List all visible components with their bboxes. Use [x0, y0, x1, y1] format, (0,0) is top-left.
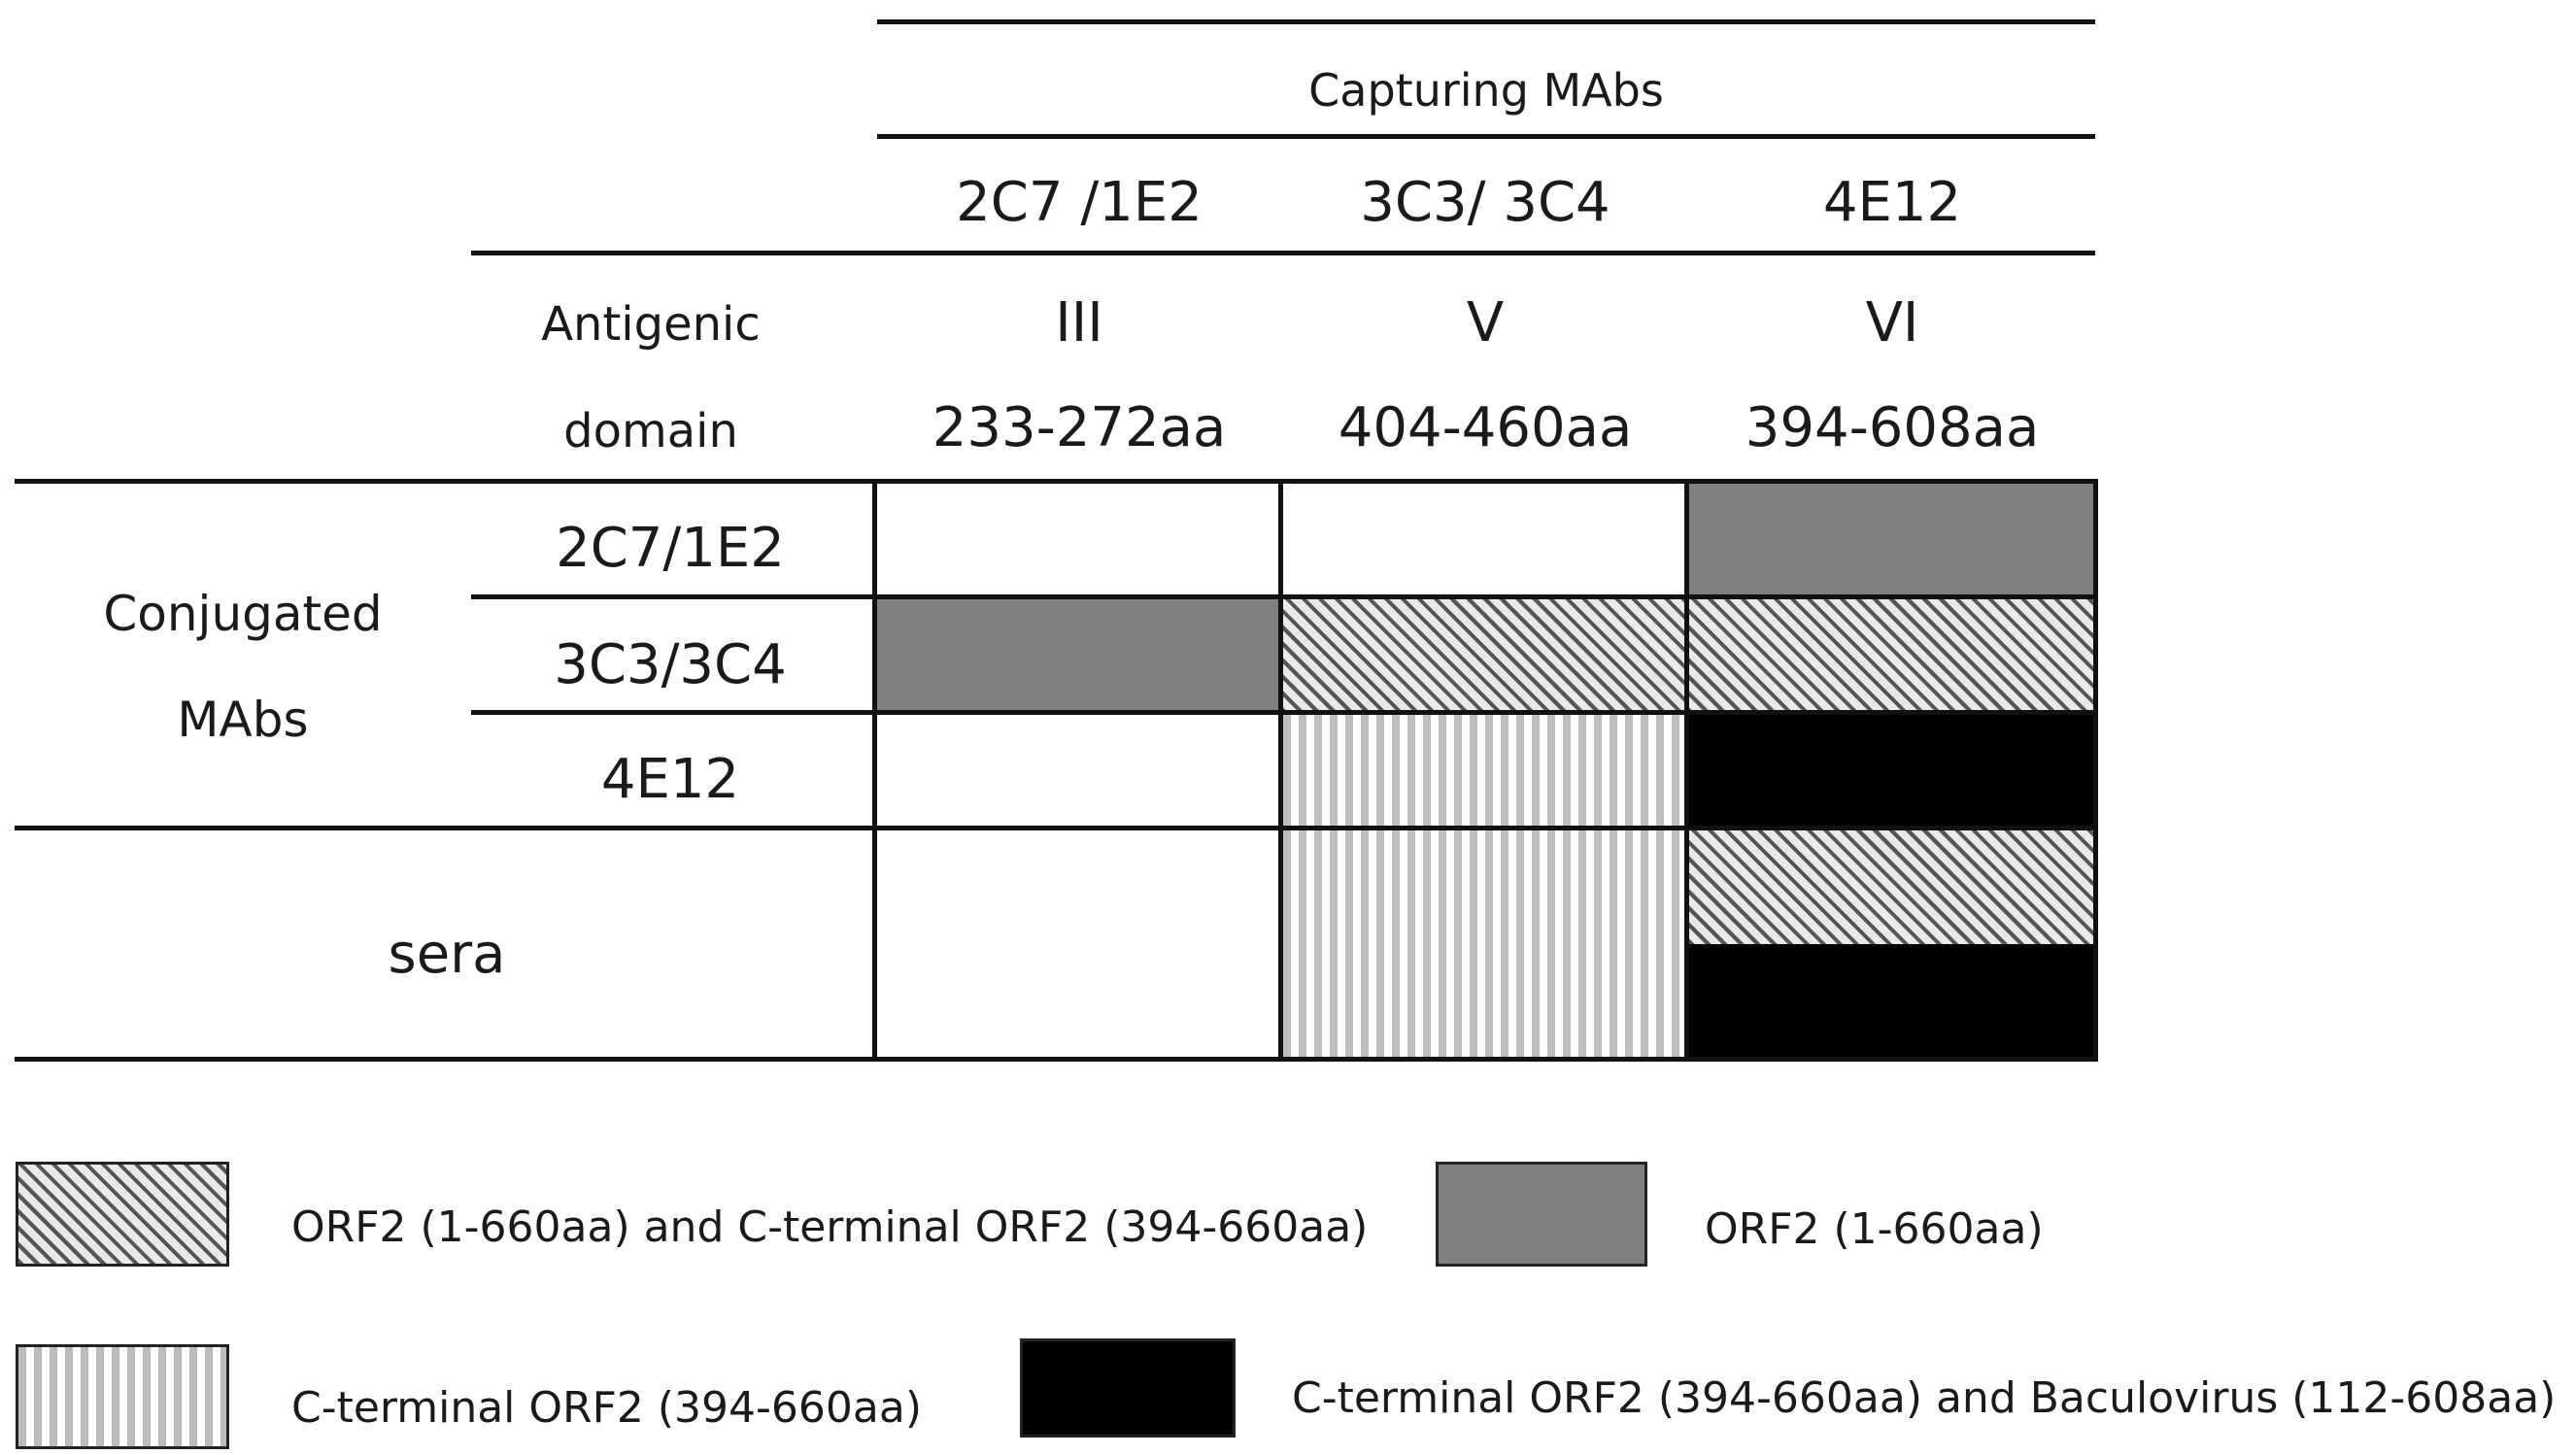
cell-2c7-row-4e12-col	[1689, 484, 2095, 597]
column-header-4e12: 4E12	[1822, 171, 1962, 234]
cell-sera-row-4e12-col-upper	[1689, 830, 2095, 944]
capturing-rule	[877, 134, 2095, 139]
antigenic-domain-label-line1: Antigenic	[541, 297, 761, 352]
row-label-4e12: 4E12	[600, 748, 740, 811]
col-rule-1	[872, 479, 877, 1062]
column-header-rule	[471, 251, 2095, 255]
cell-4e12-row-4e12-col	[1689, 715, 2095, 829]
row-rule-2	[471, 710, 2098, 715]
legend-swatch-diagonal	[16, 1162, 229, 1267]
legend-label-diagonal: ORF2 (1-660aa) and C-terminal ORF2 (394-…	[291, 1202, 1369, 1252]
col-rule-3	[1684, 479, 1689, 1062]
column-header-3c3-3c4: 3C3/ 3C4	[1360, 171, 1610, 234]
legend-swatch-black	[1020, 1338, 1236, 1438]
cell-sera-row-4e12-col-lower	[1689, 944, 2095, 1059]
legend-label-vertical: C-terminal ORF2 (394-660aa)	[291, 1383, 922, 1433]
conjugated-mabs-label-line2: MAbs	[177, 692, 309, 748]
conjugated-sera-rule	[15, 826, 2098, 830]
domain-roman-iii: III	[1055, 291, 1103, 355]
conjugated-mabs-label-line1: Conjugated	[103, 586, 383, 642]
cell-sera-row-3c3-col	[1283, 830, 1689, 1059]
table-top-rule	[15, 479, 2098, 484]
domain-range-iii: 233-272aa	[932, 396, 1227, 459]
col-rule-4	[2093, 479, 2098, 1062]
row-rule-1	[471, 594, 2098, 599]
domain-roman-v: V	[1466, 291, 1505, 355]
cell-3c3-row-4e12-col	[1689, 599, 2095, 713]
domain-range-vi: 394-608aa	[1745, 396, 2040, 459]
cell-4e12-row-3c3-col	[1283, 715, 1689, 829]
domain-range-v: 404-460aa	[1338, 396, 1633, 459]
row-label-2c7-1e2: 2C7/1E2	[556, 517, 785, 580]
cell-3c3-row-2c7-col	[877, 599, 1283, 713]
legend-swatch-vertical	[16, 1344, 229, 1449]
column-header-2c7-1e2: 2C7 /1E2	[956, 171, 1203, 234]
legend-label-gray: ORF2 (1-660aa)	[1705, 1204, 2044, 1254]
col-rule-2	[1278, 479, 1283, 1062]
row-label-3c3-3c4: 3C3/3C4	[554, 633, 787, 696]
legend-label-black: C-terminal ORF2 (394-660aa) and Baculovi…	[1292, 1373, 2557, 1423]
cell-3c3-row-3c3-col	[1283, 599, 1689, 713]
capturing-mabs-title: Capturing MAbs	[1308, 64, 1664, 117]
top-rule	[877, 19, 2095, 24]
row-label-sera: sera	[388, 923, 506, 986]
table-bottom-rule	[15, 1057, 2098, 1062]
legend-swatch-gray	[1436, 1162, 1647, 1267]
domain-roman-vi: VI	[1865, 291, 1919, 355]
antigenic-domain-label-line2: domain	[563, 404, 738, 458]
